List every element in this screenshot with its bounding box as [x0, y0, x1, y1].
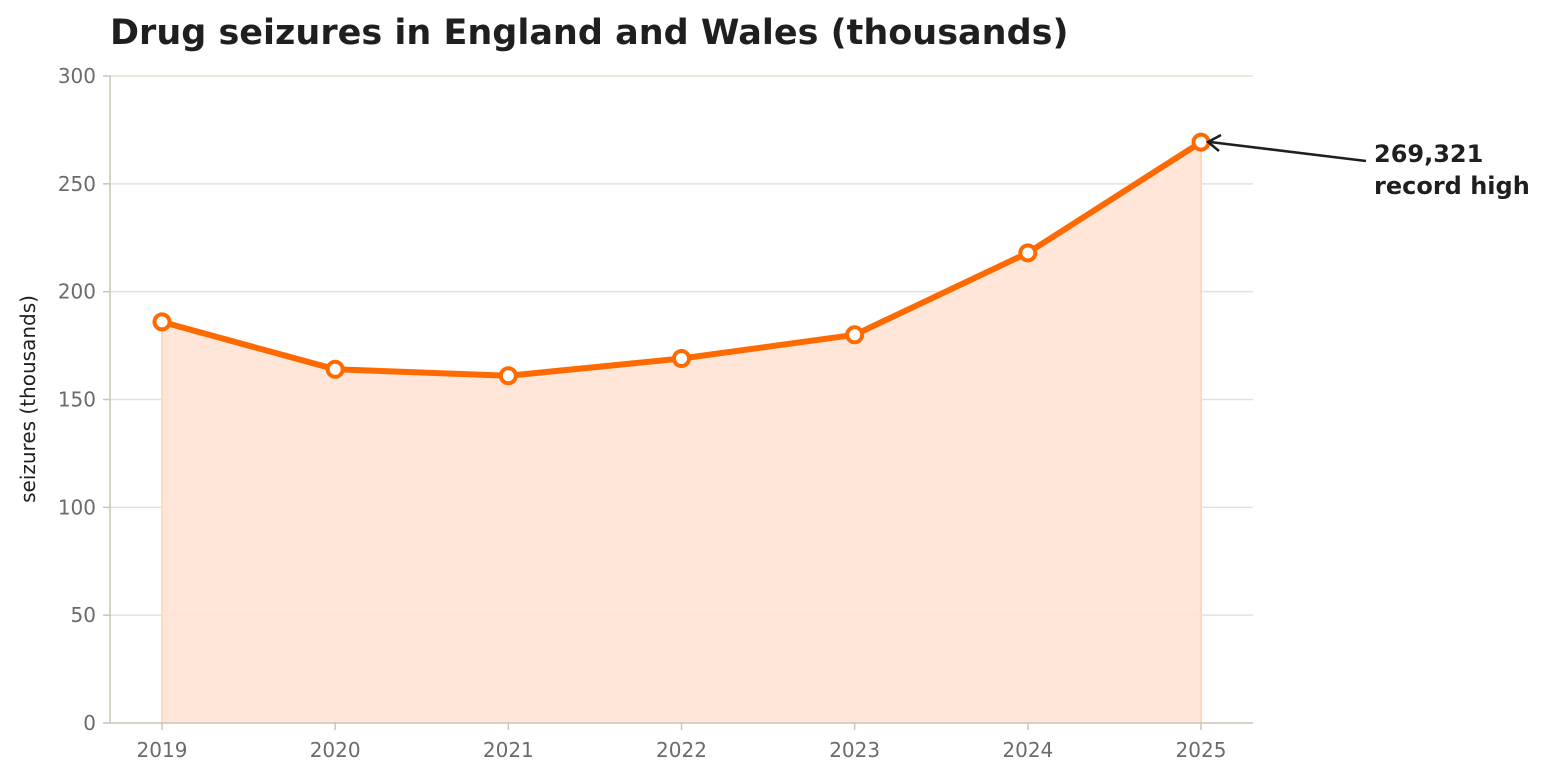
y-tick-label: 100	[58, 495, 96, 519]
x-tick-label: 2022	[656, 738, 707, 762]
y-tick-label: 250	[58, 172, 96, 196]
data-points	[152, 132, 1211, 386]
annotation-arrowhead	[1205, 133, 1222, 152]
data-point	[498, 366, 518, 386]
y-tick-label: 300	[58, 64, 96, 88]
x-tick-label: 2019	[137, 738, 188, 762]
y-tick-label: 200	[58, 280, 96, 304]
y-tick-labels: 0 50 100 150 200 250 300	[58, 64, 96, 735]
y-axis-label: seizures (thousands)	[16, 295, 40, 503]
annotation: 269,321 record high	[1205, 133, 1530, 200]
y-tick-label: 0	[83, 711, 96, 735]
x-tick-label: 2023	[829, 738, 880, 762]
data-point	[1018, 243, 1038, 263]
area-layer	[161, 142, 1202, 724]
area-fill	[162, 142, 1201, 724]
data-point	[672, 349, 691, 369]
annotation-arrow	[1209, 140, 1367, 163]
axes	[103, 75, 1253, 730]
x-tick-label: 2025	[1176, 738, 1227, 762]
x-tick-labels: 2019 2020 2021 2022 2023 2024 2025	[137, 738, 1227, 762]
annotation-label: record high	[1374, 172, 1530, 200]
chart-title: Drug seizures in England and Wales (thou…	[110, 13, 1068, 53]
data-point	[152, 312, 172, 332]
x-tick-label: 2020	[310, 738, 361, 762]
y-tick-label: 150	[58, 388, 96, 412]
data-point	[845, 325, 865, 345]
data-point	[325, 359, 345, 379]
annotation-value: 269,321	[1374, 140, 1483, 168]
y-tick-label: 50	[71, 603, 96, 627]
x-tick-label: 2021	[483, 738, 534, 762]
x-tick-label: 2024	[1002, 738, 1053, 762]
